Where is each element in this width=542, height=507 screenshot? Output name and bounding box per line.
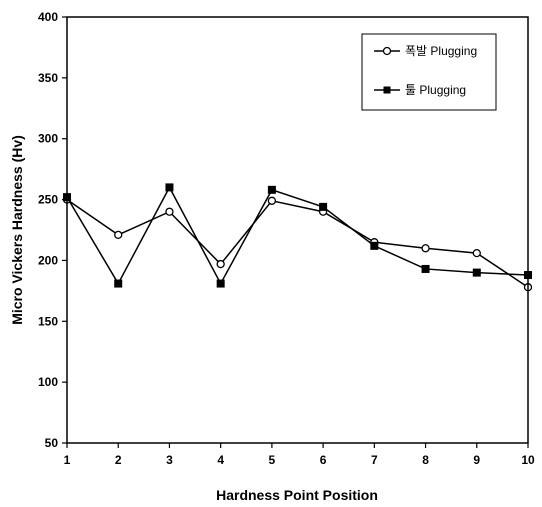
y-tick-label: 400 [38,10,58,24]
legend: 폭발 Plugging 툴 Plugging [361,33,497,111]
x-tick-label: 5 [269,453,276,467]
series-line-1 [66,198,529,288]
y-tick-label: 50 [45,436,59,450]
data-point-series-1 [165,207,174,216]
legend-box [361,33,497,111]
legend-label-series-1: 폭발 Plugging [405,44,477,58]
y-axis-title: Micro Vickers Hardness (Hv) [9,135,25,325]
data-point-series-2 [114,279,123,288]
x-tick-label: 10 [521,453,535,467]
y-tick-label: 250 [38,193,58,207]
data-point-series-1 [421,244,430,253]
y-tick-label: 200 [38,253,58,267]
x-tick-label: 4 [217,453,224,467]
data-point-series-1 [216,259,225,269]
legend-label-series-2: 툴 Plugging [405,83,466,97]
data-point-series-1 [114,230,123,240]
data-point-series-2 [165,183,174,192]
data-point-series-2 [472,268,481,277]
tick-labels: 50 100 150 200 250 300 350 400 1 2 3 4 5 6 7 8 9 10 [38,10,535,467]
plot-area-frame [66,16,529,444]
x-tick-label: 7 [371,453,378,467]
y-tick-label: 100 [38,375,58,389]
data-point-series-2 [370,241,379,250]
x-tick-label: 3 [166,453,173,467]
y-tick-label: 350 [38,71,58,85]
data-point-series-2 [216,279,225,288]
data-point-series-2 [421,264,430,273]
data-point-series-1 [472,248,481,258]
x-tick-label: 9 [473,453,480,467]
x-tick-label: 6 [320,453,327,467]
series-layer [62,183,533,292]
y-tick-label: 150 [38,314,58,328]
x-tick-label: 8 [422,453,429,467]
legend-marker-filled-square [383,86,391,94]
data-point-series-1 [267,196,277,205]
y-tick-label: 300 [38,132,58,146]
x-tick-label: 2 [115,453,122,467]
series-line-2 [66,185,529,286]
x-axis-title: Hardness Point Position [216,487,378,503]
x-tick-label: 1 [64,453,71,467]
data-point-series-2 [267,185,276,194]
data-point-series-2 [319,202,328,211]
legend-marker-open-circle [382,46,392,56]
